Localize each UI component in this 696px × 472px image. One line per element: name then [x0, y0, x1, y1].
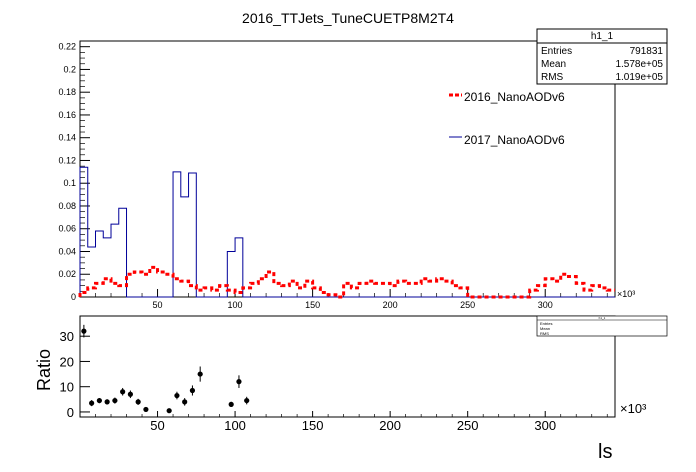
series-2016-path	[78, 265, 615, 299]
ratio-stats-entries: Entries	[540, 321, 552, 326]
upper-y-tick-label: 0	[71, 292, 76, 302]
upper-y-tick-label: 0.1	[63, 178, 76, 188]
upper-axis-ticks: 0 0.02 0.04 0.06 0.08 0.1 0.12 0.14 0.16 0.18 0.2 0…	[58, 42, 608, 310]
lower-x-tick-label: 300	[534, 418, 556, 433]
ratio-point	[96, 397, 102, 404]
ratio-points	[81, 324, 250, 414]
lower-y-tick-label: 20	[60, 354, 74, 369]
upper-x-tick-label: 100	[228, 300, 243, 310]
upper-y-tick-label: 0.12	[58, 155, 76, 165]
ratio-stats-rms: RMS	[540, 331, 549, 336]
ratio-point	[112, 397, 118, 404]
stats-mean-value: 1.578e+05	[615, 59, 663, 70]
ratio-point	[89, 400, 95, 406]
upper-x-tick-label: 200	[383, 300, 398, 310]
upper-y-tick-label: 0.04	[58, 246, 76, 256]
lower-x-multiplier: ×10³	[620, 401, 647, 416]
stats-box-name: h1_1	[591, 31, 614, 42]
series-2017-path	[79, 166, 615, 298]
ratio-point	[81, 328, 87, 334]
upper-x-tick-label: 250	[460, 300, 475, 310]
upper-y-tick-label: 0.06	[58, 224, 76, 234]
ratio-point	[197, 371, 203, 377]
upper-x-tick-label: 300	[538, 300, 553, 310]
ratio-point	[120, 389, 126, 395]
stats-entries-label: Entries	[541, 46, 572, 57]
ratio-point	[127, 391, 133, 397]
ratio-stats-mean: Mean	[540, 326, 550, 331]
chart-title: 2016_TTJets_TuneCUETP8M2T4	[242, 10, 454, 26]
legend-label-2017: 2017_NanoAODv6	[464, 133, 565, 147]
lower-plot-frame	[79, 315, 616, 418]
ratio-point	[135, 399, 141, 405]
lower-y-tick-label: 30	[60, 329, 74, 344]
lower-x-tick-label: 50	[150, 418, 164, 433]
stats-box: h1_1 Entries 791831 Mean 1.578e+05 RMS 1…	[536, 28, 668, 85]
upper-y-tick-label: 0.02	[58, 269, 76, 279]
ratio-point	[228, 401, 234, 407]
ratio-point	[189, 387, 196, 394]
legend-label-2016: 2016_NanoAODv6	[464, 90, 565, 104]
upper-y-tick-label: 0.08	[58, 201, 76, 211]
upper-x-tick-label: 150	[305, 300, 320, 310]
ratio-point	[174, 392, 180, 399]
ratio-point	[244, 397, 250, 404]
series-2017-line	[79, 166, 615, 298]
upper-y-tick-label: 0.22	[58, 42, 76, 52]
lower-x-tick-label: 100	[224, 418, 246, 433]
ratio-stats-box: h1_1 Entries Mean RMS	[536, 315, 668, 337]
upper-y-tick-label: 0.16	[58, 110, 76, 120]
lower-x-tick-label: 200	[379, 418, 401, 433]
upper-x-multiplier: ×10³	[617, 289, 635, 299]
ratio-point	[236, 379, 242, 385]
upper-plot-frame	[79, 40, 616, 298]
lower-axis-ticks: 0 10 20 30 50 100 150 200 250 300	[60, 329, 608, 433]
lower-x-tick-label: 250	[457, 418, 479, 433]
lower-x-tick-label: 150	[302, 418, 324, 433]
lower-y-tick-label: 10	[60, 380, 74, 395]
upper-y-tick-label: 0.18	[58, 87, 76, 97]
ratio-y-axis-title: Ratio	[34, 349, 54, 391]
ratio-point	[104, 399, 110, 405]
ratio-stats-name: h1_1	[599, 316, 606, 320]
ratio-point	[166, 408, 172, 414]
x-axis-title: ls	[598, 441, 612, 463]
stats-rms-label: RMS	[541, 72, 564, 83]
lower-y-tick-label: 0	[67, 405, 74, 420]
upper-x-tick-label: 50	[153, 300, 163, 310]
stats-mean-label: Mean	[541, 59, 566, 70]
stats-rms-value: 1.019e+05	[615, 72, 663, 83]
upper-y-tick-label: 0.2	[63, 64, 76, 74]
upper-y-tick-label: 0.14	[58, 133, 76, 143]
series-2016-line	[78, 265, 615, 299]
ratio-point	[182, 399, 188, 405]
legend: 2016_NanoAODv6 2017_NanoAODv6	[449, 90, 565, 147]
ratio-point	[143, 406, 149, 413]
stats-entries-value: 791831	[630, 46, 664, 57]
